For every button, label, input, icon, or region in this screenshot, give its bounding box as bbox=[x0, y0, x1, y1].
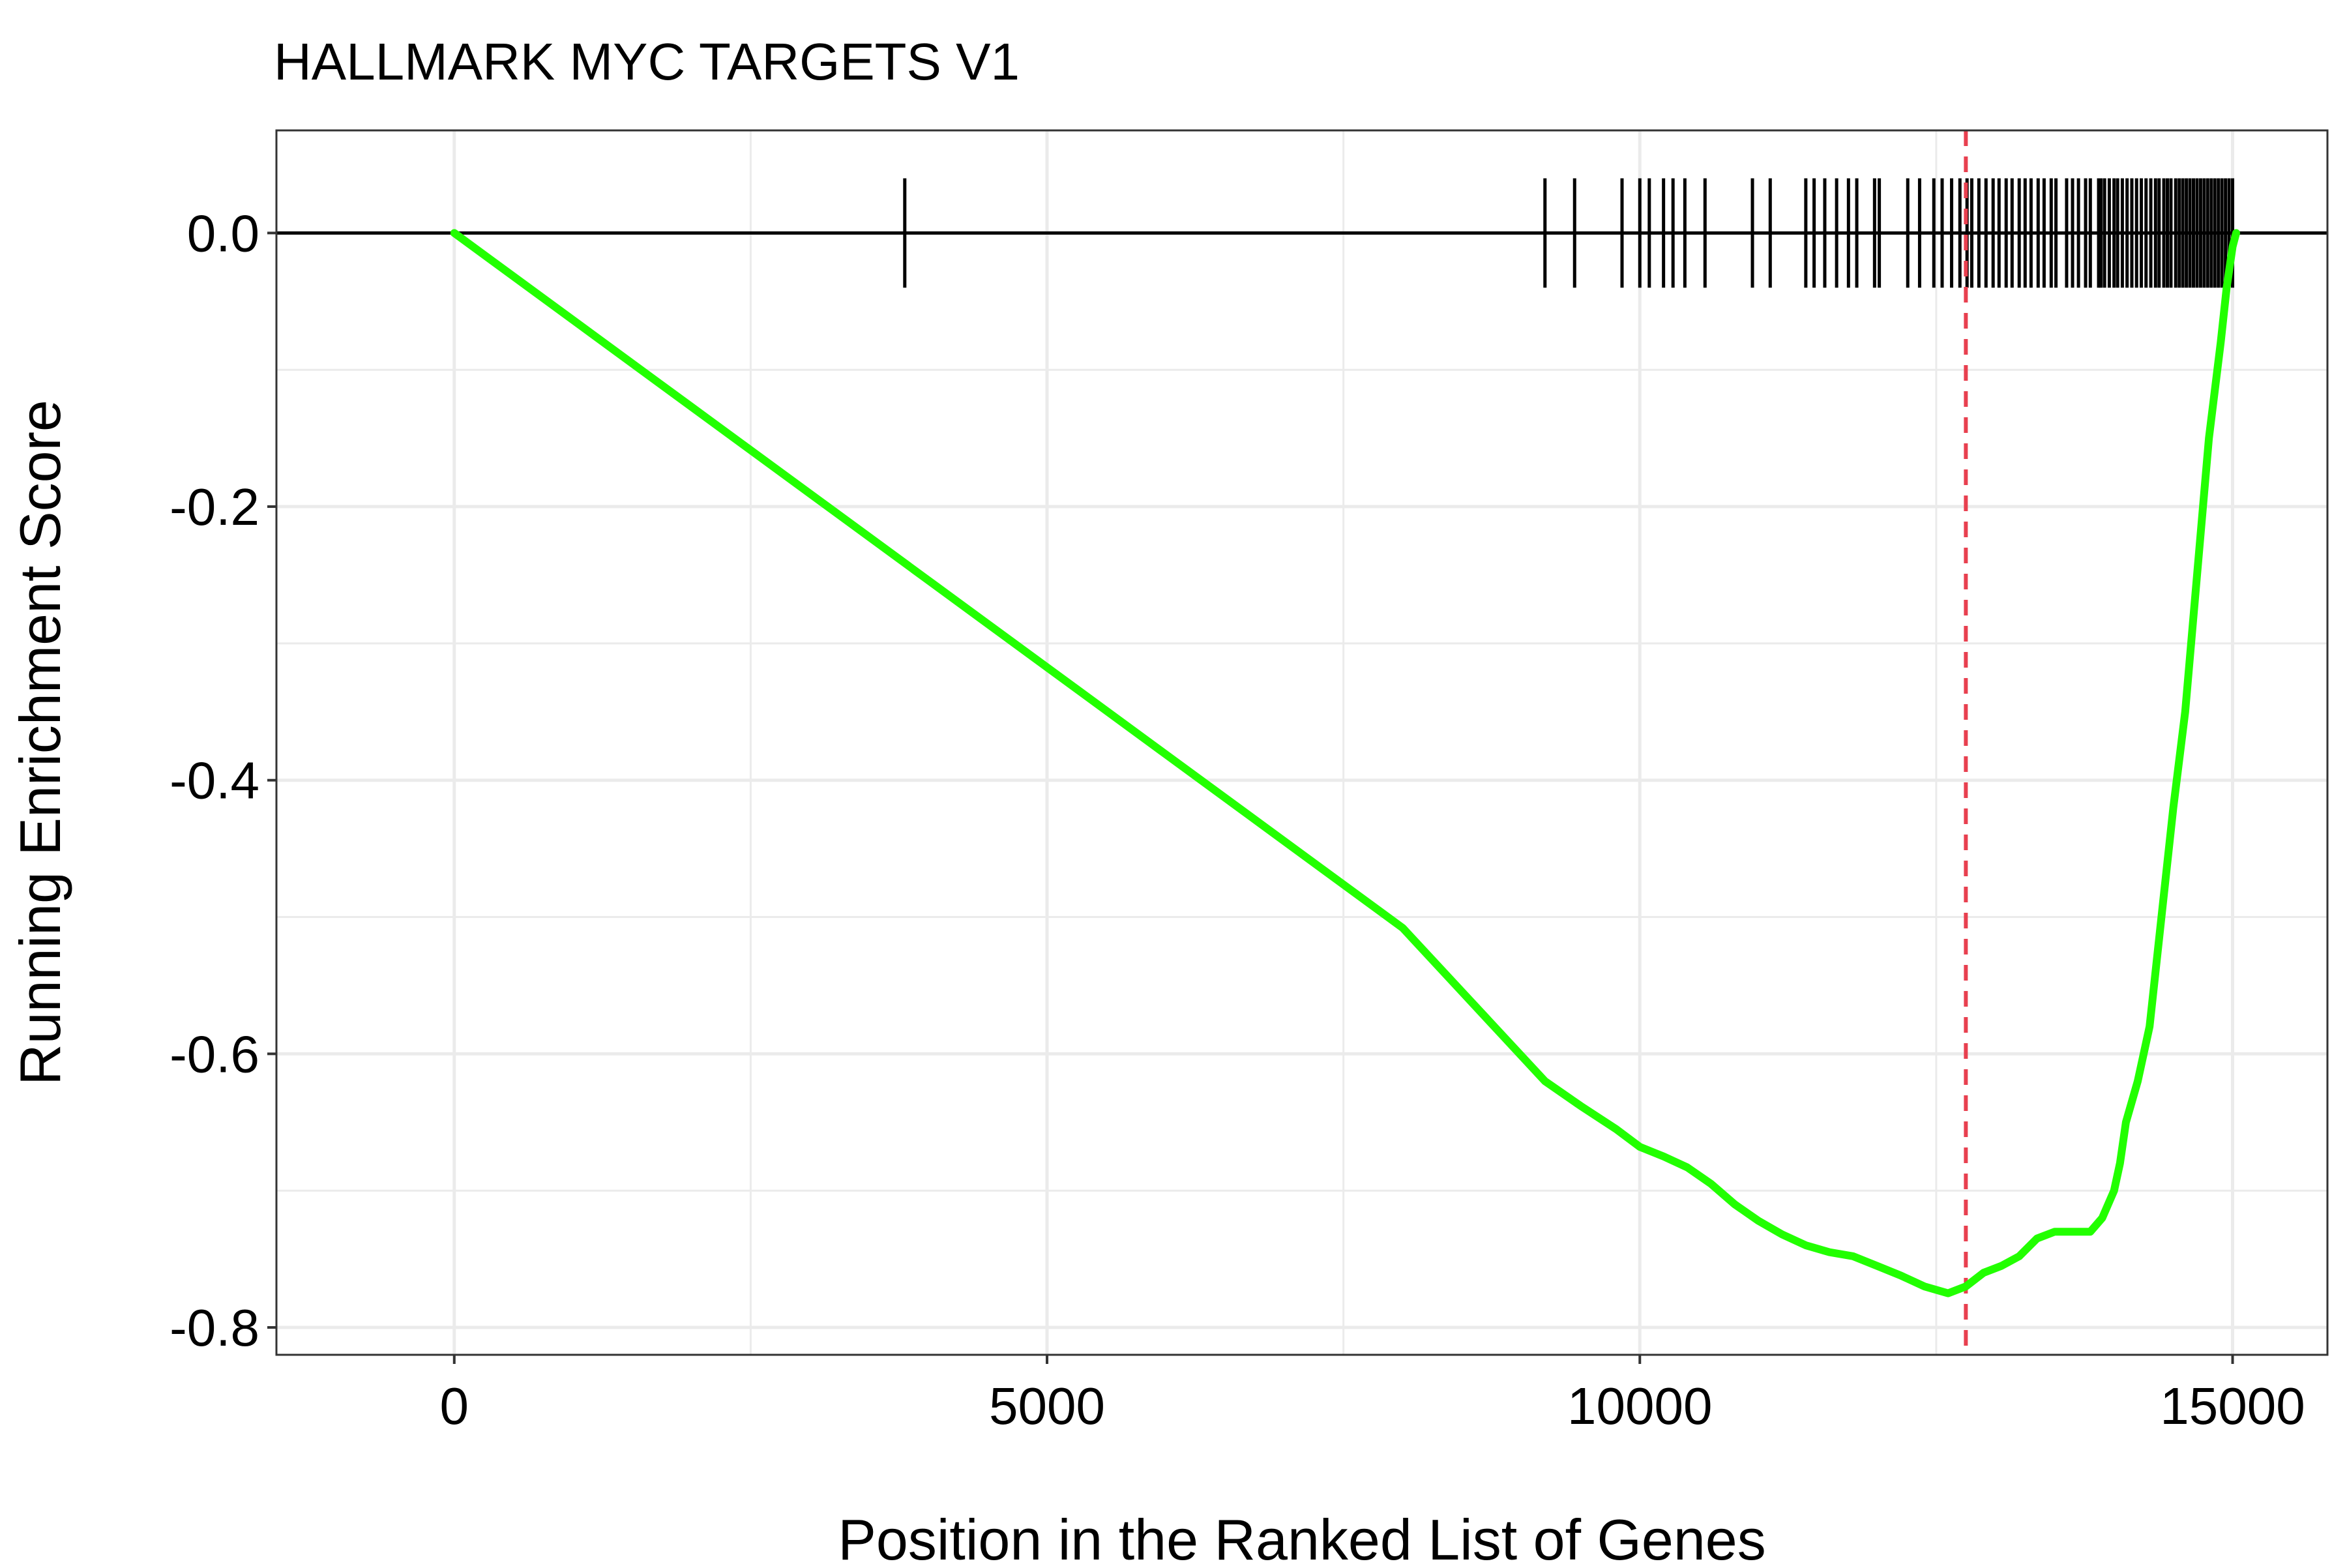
y-tick-label: -0.6 bbox=[170, 1025, 259, 1083]
chart-title: HALLMARK MYC TARGETS V1 bbox=[274, 33, 1020, 91]
running-score-line bbox=[450, 229, 2240, 1297]
x-axis-label: Position in the Ranked List of Genes bbox=[838, 1507, 1766, 1565]
x-tick-label: 10000 bbox=[1567, 1377, 1712, 1435]
x-tick-label: 15000 bbox=[2160, 1377, 2305, 1435]
x-tick-label: 0 bbox=[440, 1377, 469, 1435]
plot-border bbox=[275, 129, 2329, 1356]
axis-layer: 0 5000 10000 15000 0.0 -0.2 -0.4 -0.6 -0.8 bbox=[170, 204, 2305, 1435]
y-axis-label: Running Enrichment Score bbox=[8, 400, 72, 1086]
x-tick-label: 5000 bbox=[989, 1377, 1105, 1435]
gene-hit-ticks bbox=[276, 178, 2327, 288]
y-tick-label: -0.4 bbox=[170, 752, 259, 810]
y-tick-label: -0.2 bbox=[170, 478, 259, 536]
y-tick-label: 0.0 bbox=[187, 204, 259, 262]
running-score-layer bbox=[450, 130, 2240, 1355]
y-tick-label: -0.8 bbox=[170, 1299, 259, 1357]
